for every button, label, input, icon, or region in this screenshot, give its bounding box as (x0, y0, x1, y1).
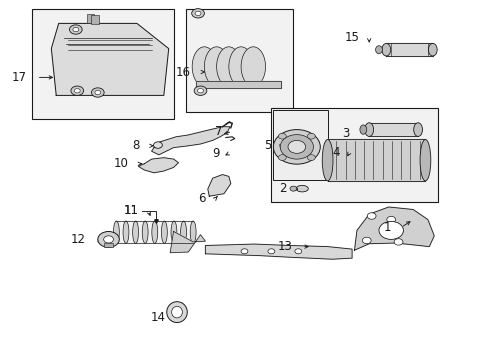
Text: 11: 11 (123, 204, 138, 217)
Text: 2: 2 (279, 183, 286, 195)
Text: 8: 8 (132, 139, 139, 152)
Circle shape (197, 89, 203, 93)
Circle shape (267, 249, 274, 254)
Text: 4: 4 (332, 146, 339, 159)
Polygon shape (354, 207, 433, 250)
Bar (91, 15, 99, 24)
Ellipse shape (192, 47, 216, 86)
Text: 15: 15 (344, 31, 359, 44)
Polygon shape (386, 43, 432, 56)
Ellipse shape (190, 221, 196, 243)
Polygon shape (32, 9, 173, 119)
Circle shape (241, 249, 247, 254)
Ellipse shape (375, 46, 382, 54)
Ellipse shape (171, 306, 182, 318)
Text: 16: 16 (175, 66, 190, 78)
Polygon shape (138, 158, 178, 173)
Text: 1: 1 (383, 221, 390, 234)
Circle shape (273, 130, 320, 164)
Circle shape (194, 86, 206, 95)
Ellipse shape (427, 43, 436, 56)
Ellipse shape (289, 186, 296, 191)
Text: 3: 3 (342, 127, 349, 140)
Polygon shape (368, 123, 417, 136)
Ellipse shape (161, 221, 167, 243)
Ellipse shape (180, 221, 186, 243)
Text: 17: 17 (12, 71, 27, 84)
Ellipse shape (228, 47, 253, 86)
Text: 13: 13 (277, 240, 292, 253)
Ellipse shape (151, 221, 157, 243)
Polygon shape (185, 9, 293, 112)
Circle shape (91, 88, 104, 97)
Circle shape (95, 90, 101, 95)
Polygon shape (205, 244, 351, 259)
Polygon shape (151, 127, 229, 155)
Circle shape (74, 89, 80, 93)
Ellipse shape (113, 221, 119, 243)
Ellipse shape (381, 43, 390, 56)
Circle shape (386, 216, 395, 223)
Circle shape (280, 135, 313, 159)
Ellipse shape (241, 47, 265, 86)
Ellipse shape (204, 47, 228, 86)
Text: 10: 10 (114, 157, 128, 170)
Ellipse shape (132, 221, 138, 243)
Polygon shape (170, 231, 205, 253)
Circle shape (195, 11, 201, 15)
Ellipse shape (322, 139, 332, 181)
Text: 9: 9 (212, 147, 220, 159)
Text: 6: 6 (198, 192, 205, 205)
Circle shape (191, 9, 204, 18)
Ellipse shape (295, 185, 307, 192)
Ellipse shape (123, 221, 129, 243)
Ellipse shape (419, 139, 430, 181)
Polygon shape (51, 23, 168, 95)
Circle shape (69, 25, 82, 34)
Circle shape (307, 133, 315, 139)
Circle shape (278, 133, 285, 139)
Ellipse shape (413, 123, 422, 136)
Circle shape (153, 142, 162, 148)
Circle shape (362, 237, 370, 244)
Circle shape (103, 236, 113, 243)
Text: 5: 5 (264, 139, 271, 152)
Circle shape (366, 213, 375, 219)
Circle shape (287, 140, 305, 153)
Ellipse shape (359, 125, 366, 134)
Ellipse shape (171, 221, 177, 243)
Circle shape (294, 249, 301, 254)
Text: 14: 14 (150, 311, 165, 324)
Circle shape (98, 231, 119, 247)
Circle shape (393, 239, 402, 245)
Circle shape (71, 86, 83, 95)
Circle shape (73, 27, 79, 32)
Polygon shape (272, 110, 327, 180)
Ellipse shape (142, 221, 148, 243)
Ellipse shape (364, 123, 373, 136)
Polygon shape (327, 139, 425, 181)
Polygon shape (116, 221, 193, 243)
Circle shape (307, 155, 315, 161)
Bar (103, 243, 113, 247)
Ellipse shape (216, 47, 241, 86)
Circle shape (378, 221, 403, 239)
Text: 12: 12 (70, 233, 85, 246)
Text: 7: 7 (215, 125, 222, 138)
Circle shape (278, 155, 285, 161)
Ellipse shape (166, 302, 187, 323)
Text: 11: 11 (123, 204, 138, 217)
Polygon shape (195, 81, 281, 88)
Bar (86, 14, 94, 23)
Polygon shape (207, 175, 230, 196)
Polygon shape (271, 108, 437, 202)
